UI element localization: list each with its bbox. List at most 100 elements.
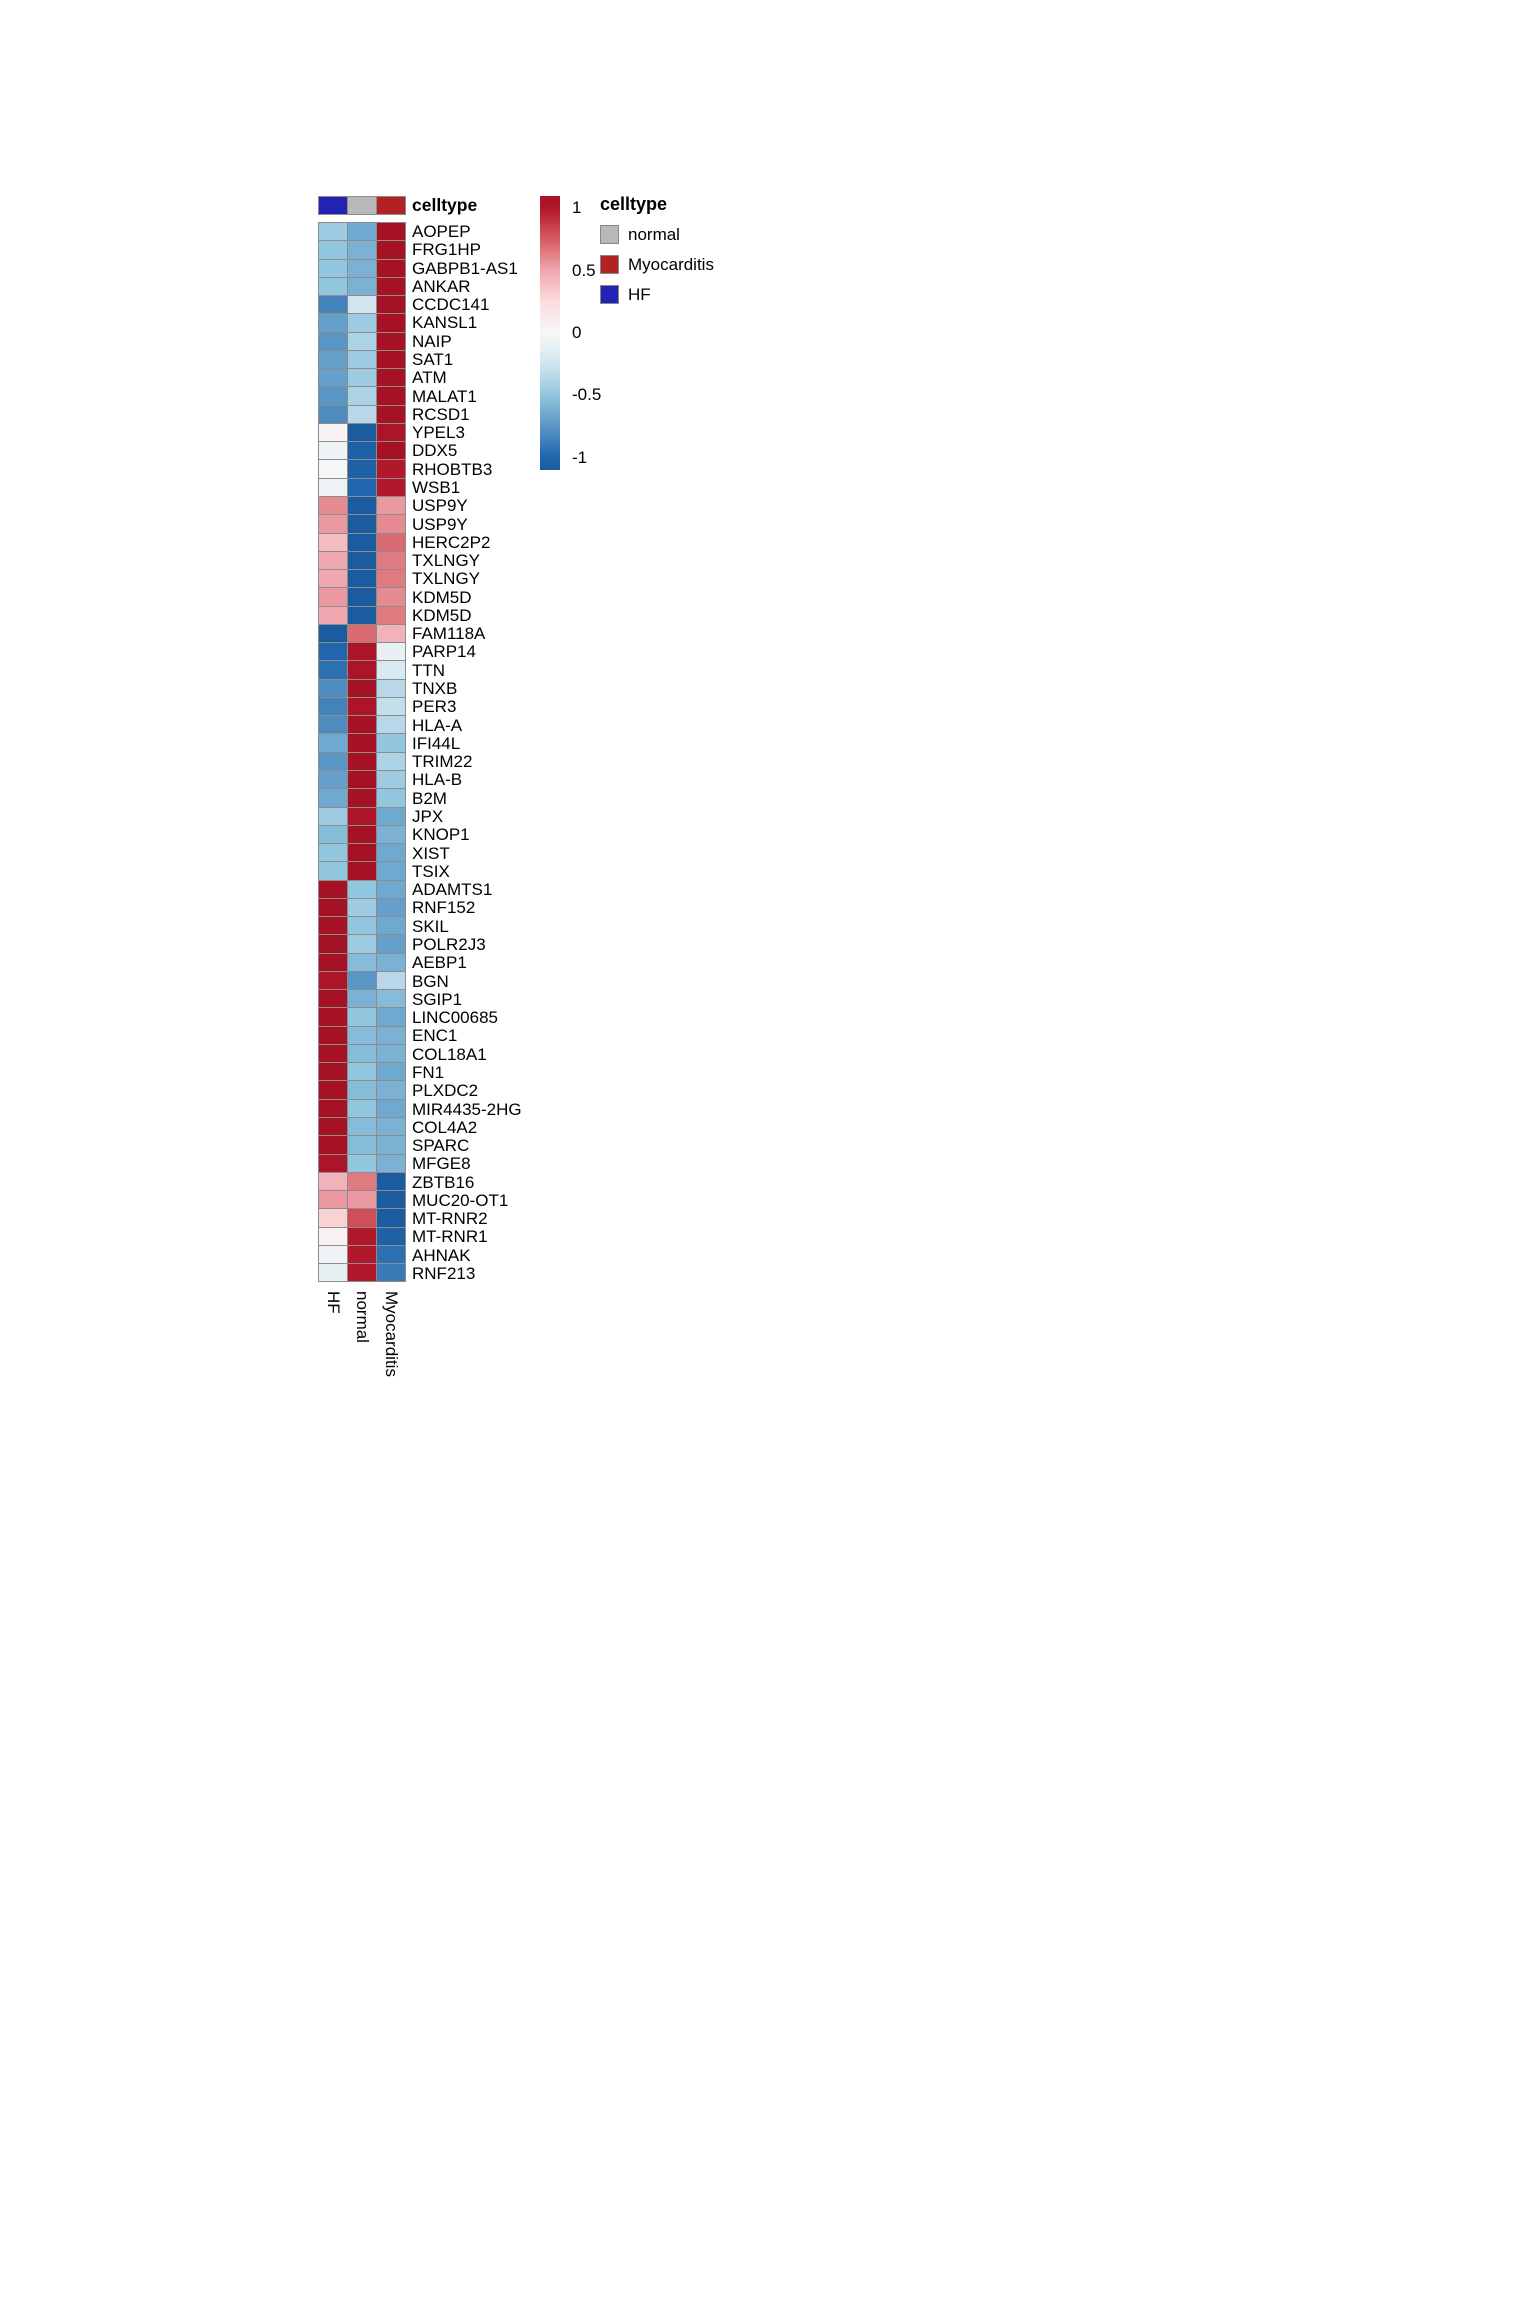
annotation-cell-hf xyxy=(319,197,347,214)
heatmap-cell xyxy=(348,734,376,752)
gene-label: HLA-B xyxy=(412,770,463,790)
gene-label: KDM5D xyxy=(412,587,472,607)
heatmap-cell xyxy=(319,223,347,241)
legend-label: HF xyxy=(628,285,651,304)
legend-title: celltype xyxy=(600,194,668,214)
heatmap-cell xyxy=(319,862,347,880)
gene-label: RNF152 xyxy=(412,898,476,918)
color-scale-tick: -1 xyxy=(572,447,588,467)
heatmap-cell xyxy=(319,588,347,606)
heatmap-cell xyxy=(348,350,376,369)
heatmap-cell xyxy=(377,551,405,570)
heatmap-cell xyxy=(348,1227,376,1245)
heatmap-cell xyxy=(348,898,376,917)
heatmap-cell xyxy=(377,1099,405,1118)
gene-label: TTN xyxy=(412,660,446,680)
heatmap-cell xyxy=(319,898,347,917)
gene-label: CCDC141 xyxy=(412,295,490,315)
heatmap-cell xyxy=(348,1044,376,1063)
heatmap-cell xyxy=(348,1191,376,1209)
heatmap-cell xyxy=(319,350,347,369)
heatmap-cell xyxy=(377,515,405,533)
heatmap-cell xyxy=(319,460,347,478)
heatmap-cell xyxy=(319,1209,347,1227)
heatmap-cell xyxy=(348,1026,376,1044)
heatmap-cell xyxy=(377,789,405,807)
gene-label: XIST xyxy=(412,843,450,863)
heatmap-cell xyxy=(348,259,376,277)
heatmap-cell xyxy=(377,752,405,770)
heatmap-cell xyxy=(377,734,405,752)
gene-label: AEBP1 xyxy=(412,953,467,973)
legend-swatch xyxy=(600,225,619,244)
heatmap-cell xyxy=(319,734,347,752)
gene-label: B2M xyxy=(412,788,447,808)
gene-label: TRIM22 xyxy=(412,752,473,772)
gene-label: NAIP xyxy=(412,331,452,351)
heatmap-cell xyxy=(377,241,405,259)
heatmap-cell xyxy=(319,825,347,844)
gene-label: BGN xyxy=(412,971,449,991)
legend-item-normal: normal xyxy=(600,225,714,244)
gene-label: FAM118A xyxy=(412,624,486,644)
heatmap-cell xyxy=(319,570,347,588)
gene-row-labels: AOPEP FRG1HP GABPB1-AS1 ANKAR CCDC141 KANSL1 N… xyxy=(412,222,522,1283)
gene-label: PER3 xyxy=(412,697,457,717)
heatmap-cell xyxy=(348,825,376,844)
heatmap-cell xyxy=(348,716,376,734)
heatmap-cell xyxy=(348,1172,376,1191)
heatmap-cell xyxy=(348,917,376,935)
heatmap-cell xyxy=(348,570,376,588)
gene-label: TNXB xyxy=(412,679,458,699)
legend-item-myocarditis: Myocarditis xyxy=(600,255,714,274)
heatmap-cell xyxy=(319,259,347,277)
heatmap-cell xyxy=(319,314,347,332)
heatmap-cell xyxy=(348,1245,376,1264)
gene-label: HLA-A xyxy=(412,715,463,735)
heatmap-cell xyxy=(348,1154,376,1172)
heatmap-cell xyxy=(377,588,405,606)
heatmap-cell xyxy=(377,825,405,844)
gene-label: AHNAK xyxy=(412,1245,471,1265)
heatmap-cell xyxy=(348,697,376,716)
heatmap-cell xyxy=(377,570,405,588)
heatmap-cell xyxy=(377,1154,405,1172)
heatmap-cell xyxy=(377,332,405,350)
heatmap-cell xyxy=(377,1044,405,1063)
heatmap-cell xyxy=(319,515,347,533)
heatmap-cell xyxy=(377,387,405,405)
heatmap-cell xyxy=(319,1245,347,1264)
heatmap-grid xyxy=(318,222,406,1283)
heatmap-cell xyxy=(348,533,376,551)
heatmap-cell xyxy=(348,862,376,880)
gene-label: MT-RNR1 xyxy=(412,1227,488,1247)
heatmap-cell xyxy=(319,880,347,898)
gene-label: USP9Y xyxy=(412,514,468,534)
heatmap-cell xyxy=(319,624,347,643)
heatmap-cell xyxy=(377,935,405,953)
gene-label: MT-RNR2 xyxy=(412,1209,488,1229)
gene-label: COL18A1 xyxy=(412,1044,487,1064)
heatmap-cell xyxy=(348,387,376,405)
heatmap-cell xyxy=(319,752,347,770)
gene-label: KNOP1 xyxy=(412,825,470,845)
heatmap-cell xyxy=(377,807,405,825)
heatmap-cell xyxy=(377,442,405,460)
heatmap-cell xyxy=(348,241,376,259)
heatmap-cell xyxy=(377,862,405,880)
gene-label: WSB1 xyxy=(412,477,461,497)
heatmap-cell xyxy=(319,789,347,807)
heatmap-cell xyxy=(319,679,347,697)
gene-label: MALAT1 xyxy=(412,386,477,406)
heatmap-cell xyxy=(319,661,347,679)
heatmap-cell xyxy=(377,661,405,679)
heatmap-cell xyxy=(377,1172,405,1191)
heatmap-cell xyxy=(377,844,405,862)
heatmap-cell xyxy=(319,1264,347,1282)
gene-label: KANSL1 xyxy=(412,313,478,333)
legend-label: Myocarditis xyxy=(628,255,714,274)
gene-label: FN1 xyxy=(412,1062,445,1082)
gene-label: RHOBTB3 xyxy=(412,459,493,479)
heatmap-cell xyxy=(348,1081,376,1099)
gene-label: FRG1HP xyxy=(412,240,481,260)
